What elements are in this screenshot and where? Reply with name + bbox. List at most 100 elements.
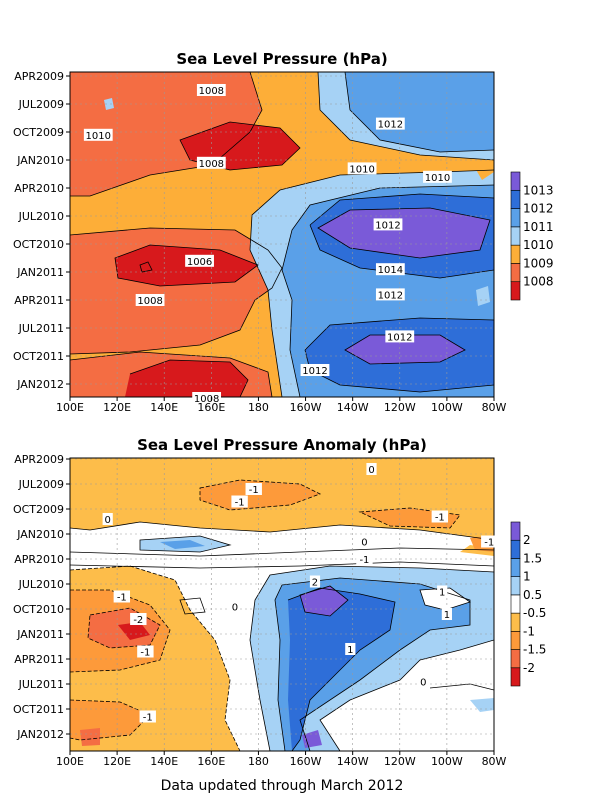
y-tick-label: APR2010 [14,182,64,195]
x-tick-label: 140E [150,401,178,414]
colorbar-label: -0.5 [523,606,546,620]
y-tick-label: JUL2010 [18,578,64,591]
colorbar-swatch [510,226,521,246]
colorbar-label: 1 [523,570,531,584]
colorbar-swatch [510,263,521,283]
contour-label-bg [373,218,403,231]
x-tick-label: 80W [482,401,507,414]
y-tick-label: JUL2010 [18,210,64,223]
band-pos-1.5-2 [288,588,395,751]
colorbar-label: 1012 [523,202,554,216]
contour-label-bg [431,510,449,523]
contour-label: 1012 [375,220,400,231]
band-1010-1011 [104,98,114,110]
band-neg-1.5-2 [80,728,100,746]
panel-a-contour-labels: 1008 1008 1010 1012 1010 1010 1012 1014 1006 1008… [83,84,452,405]
y-tick-label: JUL2009 [18,478,64,491]
y-tick-label: JAN2012 [16,728,64,741]
contour-label: 0 [368,465,374,476]
x-tick-label: 120W [384,401,416,414]
contour-label: 0 [361,538,367,549]
x-tick-label: 140E [150,755,178,768]
contour-label: 1006 [187,257,212,268]
contour-label-bg [185,254,214,267]
panel-a-title: Sea Level Pressure (hPa) [176,50,387,68]
contour-label-bg [418,675,429,688]
band-pos-0.5-1 [470,698,494,712]
y-tick-label: JAN2011 [16,628,64,641]
colorbar-swatch [510,667,521,687]
colorbar-swatch [510,649,521,669]
panel-a-grid [70,72,494,397]
contour-label: 1008 [137,296,162,307]
band-above-2 [300,586,348,616]
contour-label-bg [385,330,415,343]
contour-label: 1010 [425,173,450,184]
contour-label: 1014 [378,265,403,276]
band-1009-1010 [475,162,494,180]
contour-label: 1010 [349,164,374,175]
colorbar-swatch [510,281,521,301]
y-tick-label: JAN2011 [16,266,64,279]
contour-label: 1 [439,588,445,599]
contour-label: 1008 [199,159,224,170]
contour-label: 0 [105,515,111,526]
contour-label-bg [102,513,113,525]
contour-label-bg [345,643,356,655]
panel-b-title: Sea Level Pressure Anomaly (hPa) [137,436,427,454]
contour-label: 2 [312,578,318,589]
x-tick-label: 80W [482,755,507,768]
colorbar-swatch [510,631,521,650]
colorbar-label: 1013 [523,183,554,197]
x-tick-label: 120W [384,755,416,768]
colorbar-label: -1.5 [523,643,546,657]
contour-label: 1008 [194,394,219,405]
x-tick-label: 160E [197,755,225,768]
panel-b-colorbar: -2 -1.5 -1 -0.5 0.5 1 1.5 2 [510,521,546,687]
footer-note: Data updated through March 2012 [161,778,404,794]
colorbar-label: 1010 [523,238,554,252]
contour-label-bg [196,84,226,96]
x-tick-label: 100E [56,401,84,414]
contour-label-bg [375,117,405,130]
y-tick-label: OCT2011 [13,350,64,363]
y-tick-label: JUL2009 [18,98,64,111]
contour-label-bg [229,600,240,613]
colorbar-swatch [510,521,521,541]
contour-label: -1 [235,498,245,509]
band-below-1008 [125,360,248,397]
x-tick-label: 140W [337,755,369,768]
contour-label-bg [437,585,448,598]
panel-b-contours [70,479,494,751]
colorbar-label: 0.5 [523,588,542,602]
colorbar-swatch [510,171,521,191]
contour-label: -1 [143,713,153,724]
contour-label-bg [137,645,154,658]
x-tick-label: 160W [290,755,322,768]
y-tick-label: OCT2011 [13,703,64,716]
y-tick-label: OCT2010 [13,238,64,251]
colorbar-swatch [510,612,521,632]
contour-label-bg [113,590,131,603]
x-tick-label: 120E [103,401,131,414]
contour-label: -1 [249,485,259,496]
colorbar-label: 1009 [523,256,554,270]
contour-label-bg [375,288,405,301]
contour-label-bg [135,294,165,306]
band-1010-1011 [476,286,490,306]
colorbar-swatch [510,539,521,559]
y-tick-label: JUL2011 [18,678,64,691]
y-tick-label: APR2009 [14,70,64,83]
band-1013-1014 [345,335,465,364]
contour-label: -2 [133,615,143,626]
x-tick-label: 100E [56,755,84,768]
y-tick-label: APR2011 [14,653,64,666]
contour-label: 1 [444,610,450,621]
colorbar-swatch [510,594,521,614]
x-tick-label: 140W [337,401,369,414]
panel-b-frame [69,457,495,752]
y-tick-label: APR2009 [14,453,64,466]
contour-label: 0 [232,603,238,614]
contour-label-bg [359,535,370,548]
